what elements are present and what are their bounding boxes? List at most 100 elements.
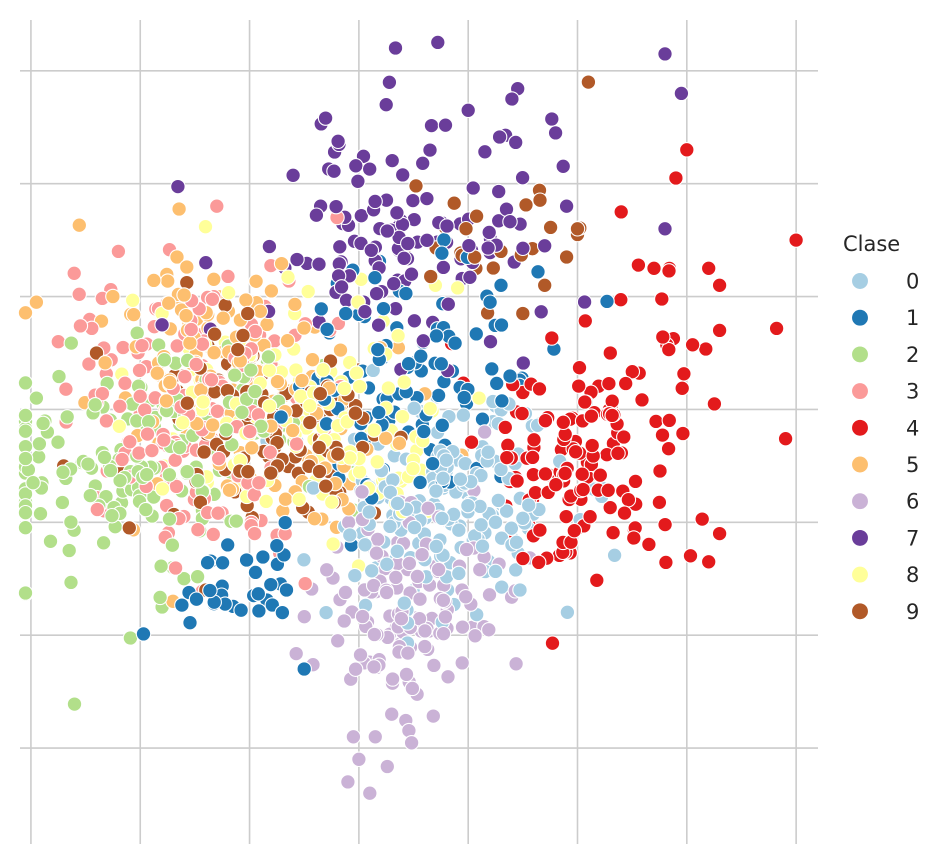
point-class-2: [189, 568, 206, 585]
point-class-3: [262, 444, 278, 461]
point-class-7: [515, 240, 531, 257]
point-class-1: [370, 341, 386, 358]
point-class-8: [422, 400, 438, 417]
legend-entry-5: 5: [850, 453, 919, 477]
point-class-2: [243, 362, 259, 378]
point-class-1: [174, 597, 190, 613]
legend-marker-2: [850, 345, 870, 364]
point-class-2: [17, 407, 34, 424]
point-class-7: [482, 333, 499, 350]
legend-label-2: 2: [906, 343, 919, 367]
point-class-4: [499, 449, 515, 466]
point-class-1: [278, 582, 295, 598]
point-class-5: [296, 320, 312, 336]
point-class-0: [512, 582, 528, 598]
point-class-7: [350, 173, 366, 190]
point-class-3: [204, 291, 221, 308]
point-class-1: [434, 417, 451, 434]
point-class-2: [28, 390, 45, 406]
point-class-4: [589, 572, 605, 589]
point-class-8: [111, 418, 128, 435]
legend-entry-9: 9: [850, 600, 919, 624]
point-class-0: [507, 562, 524, 578]
point-class-4: [676, 366, 692, 382]
point-class-2: [17, 450, 34, 467]
point-class-0: [487, 563, 504, 580]
point-class-1: [482, 294, 498, 310]
point-class-4: [617, 375, 634, 392]
point-class-4: [566, 522, 583, 539]
point-class-8: [348, 365, 365, 381]
point-class-4: [654, 427, 671, 443]
point-class-6: [379, 758, 396, 775]
point-class-3: [205, 526, 222, 543]
point-class-6: [378, 584, 395, 601]
point-class-1: [238, 552, 255, 568]
point-class-3: [288, 436, 305, 452]
point-class-1: [474, 411, 491, 427]
point-class-5: [391, 435, 408, 452]
point-class-1: [502, 368, 518, 384]
point-class-1: [599, 293, 615, 310]
point-class-5: [206, 271, 222, 288]
point-class-4: [548, 476, 564, 493]
point-class-5: [17, 305, 34, 321]
point-class-6: [401, 555, 418, 572]
point-class-4: [555, 414, 572, 431]
point-class-7: [367, 193, 383, 210]
point-class-8: [258, 493, 274, 510]
legend-label-3: 3: [906, 380, 919, 404]
point-class-1: [313, 301, 330, 317]
point-class-5: [178, 307, 194, 324]
point-class-6: [454, 655, 470, 671]
point-class-5: [71, 217, 88, 233]
point-class-6: [404, 680, 421, 697]
point-class-7: [308, 207, 325, 223]
point-class-6: [388, 569, 404, 586]
point-class-4: [613, 291, 629, 308]
point-class-1: [375, 300, 392, 317]
point-class-8: [154, 481, 171, 497]
point-class-8: [324, 494, 340, 510]
point-class-2: [102, 462, 119, 479]
point-class-2: [152, 589, 168, 606]
point-class-7: [576, 294, 593, 310]
point-class-7: [419, 190, 435, 207]
point-class-6: [425, 708, 442, 724]
point-class-9: [330, 446, 346, 462]
point-class-2: [112, 472, 128, 489]
legend-marker-3: [850, 382, 870, 401]
point-class-3: [94, 385, 111, 402]
point-class-4: [605, 524, 621, 541]
point-class-5: [149, 365, 166, 381]
point-class-9: [239, 305, 256, 322]
point-class-2: [66, 696, 83, 712]
point-class-5: [279, 332, 296, 349]
legend-entry-6: 6: [850, 490, 919, 514]
point-class-4: [557, 465, 573, 482]
point-class-2: [61, 542, 77, 559]
point-class-3: [156, 432, 172, 448]
point-class-8: [291, 491, 307, 508]
point-class-7: [326, 163, 342, 179]
point-class-1: [493, 277, 509, 294]
point-class-6: [435, 592, 452, 609]
point-class-7: [461, 237, 477, 254]
point-class-6: [329, 633, 346, 649]
point-class-7: [332, 239, 348, 255]
point-class-2: [63, 514, 79, 530]
point-class-5: [284, 422, 301, 439]
point-class-5: [125, 306, 142, 323]
point-class-1: [255, 549, 271, 565]
point-class-7: [465, 180, 481, 196]
point-class-4: [654, 291, 670, 307]
point-class-5: [206, 344, 222, 361]
point-class-8: [351, 464, 368, 480]
point-class-4: [604, 393, 620, 409]
point-class-5: [238, 292, 254, 308]
point-class-4: [661, 412, 678, 429]
point-class-7: [657, 221, 673, 237]
point-class-5: [182, 335, 198, 351]
point-class-9: [569, 221, 586, 237]
point-class-7: [333, 279, 350, 295]
